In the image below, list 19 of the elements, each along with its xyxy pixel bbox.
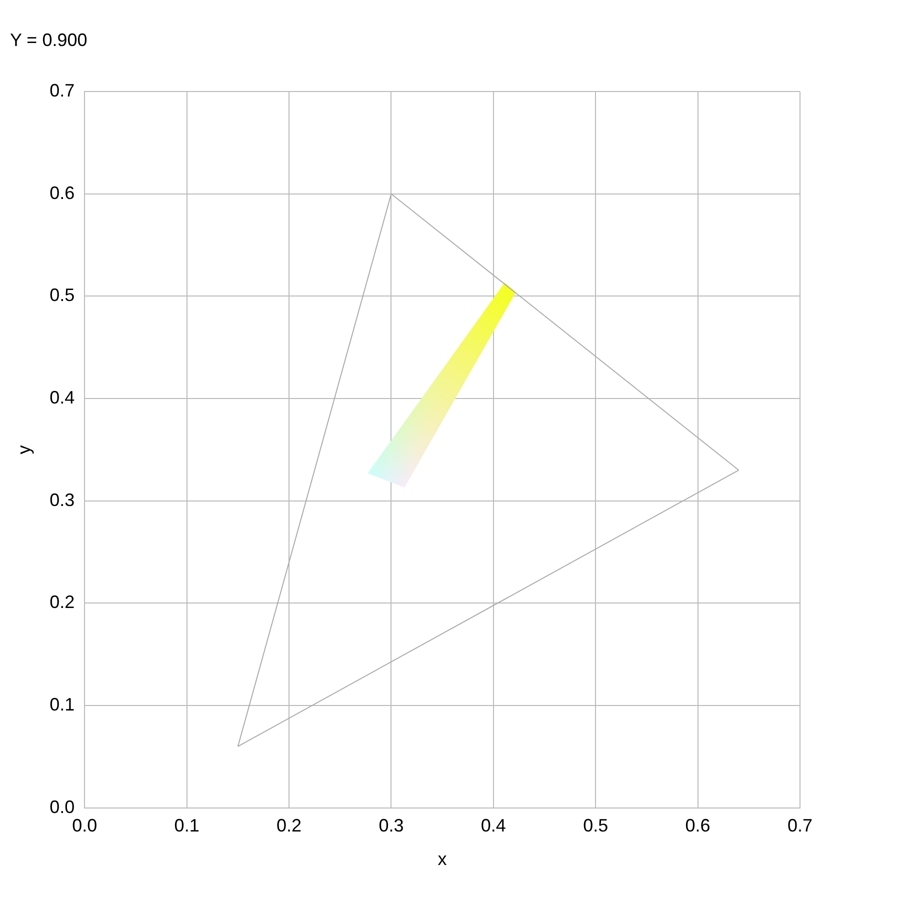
y-axis-title: y bbox=[14, 445, 34, 454]
y-tick-label: 0.4 bbox=[50, 388, 75, 408]
x-tick-label: 0.0 bbox=[72, 816, 98, 836]
x-tick-label: 0.7 bbox=[787, 816, 813, 836]
x-axis-title: x bbox=[438, 849, 447, 870]
x-tick-label: 0.4 bbox=[480, 816, 506, 836]
x-tick-label: 0.5 bbox=[583, 816, 608, 836]
y-tick-label: 0.5 bbox=[50, 285, 75, 306]
x-tick-label: 0.1 bbox=[174, 816, 200, 836]
y-tick-label: 0.6 bbox=[50, 182, 75, 203]
x-tick-label: 0.3 bbox=[378, 816, 404, 836]
y-tick-label: 0.7 bbox=[50, 80, 75, 101]
y-tick-label: 0.3 bbox=[50, 490, 75, 510]
y-tick-label: 0.2 bbox=[50, 592, 75, 612]
x-tick-label: 0.2 bbox=[276, 816, 302, 836]
chart-title: Y = 0.900 bbox=[10, 30, 88, 50]
y-tick-label: 0.1 bbox=[50, 694, 75, 714]
x-tick-label: 0.6 bbox=[685, 816, 710, 836]
y-tick-label: 0.0 bbox=[50, 796, 75, 817]
